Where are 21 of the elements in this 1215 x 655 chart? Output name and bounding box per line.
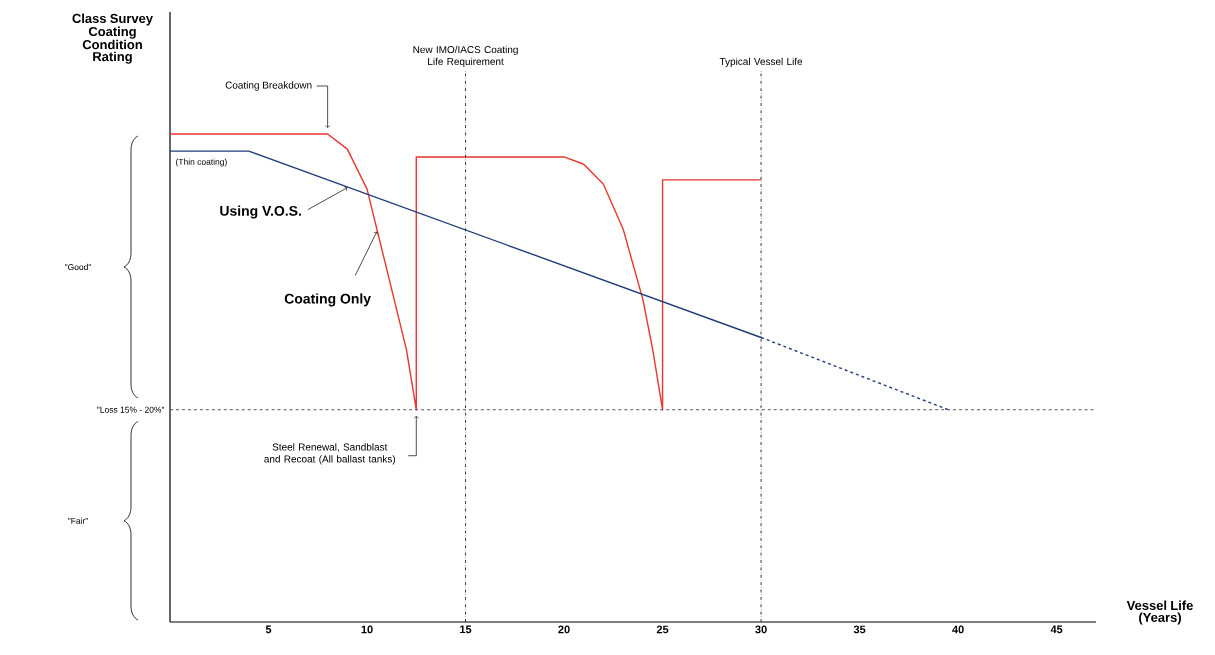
ref-line-label: "Loss 15% - 20%" — [97, 406, 165, 413]
x-axis-title: Vessel Life (Years) — [1126, 600, 1193, 625]
annotation: (Thin coating) — [176, 158, 227, 167]
text: "Fair" — [68, 517, 88, 524]
x-tick-label: 20 — [558, 625, 570, 634]
series-label: Coating Only — [284, 293, 371, 307]
x-tick-label: 5 — [265, 625, 272, 634]
x-tick-label: 40 — [952, 625, 964, 634]
annotation: Coating Breakdown — [225, 81, 312, 91]
x-tick-label: 35 — [853, 625, 866, 634]
x-tick-label: 30 — [755, 625, 767, 634]
annotation: Steel Renewal, Sandblast and Recoat (All ballast tanks) — [264, 443, 396, 465]
text: Class Survey Coating Condition Rating — [72, 13, 153, 64]
text: Using V.O.S. — [220, 205, 301, 219]
ref-line-label: New IMO/IACS Coating Life Requirement — [413, 45, 518, 68]
x-tick-label: 25 — [656, 625, 669, 634]
x-tick-label: 10 — [361, 625, 373, 634]
x-tick-label: 45 — [1050, 625, 1063, 634]
x-tick-label: 15 — [460, 625, 472, 634]
text: "Good" — [65, 263, 91, 271]
ref-line-label: Typical Vessel Life — [719, 57, 803, 68]
